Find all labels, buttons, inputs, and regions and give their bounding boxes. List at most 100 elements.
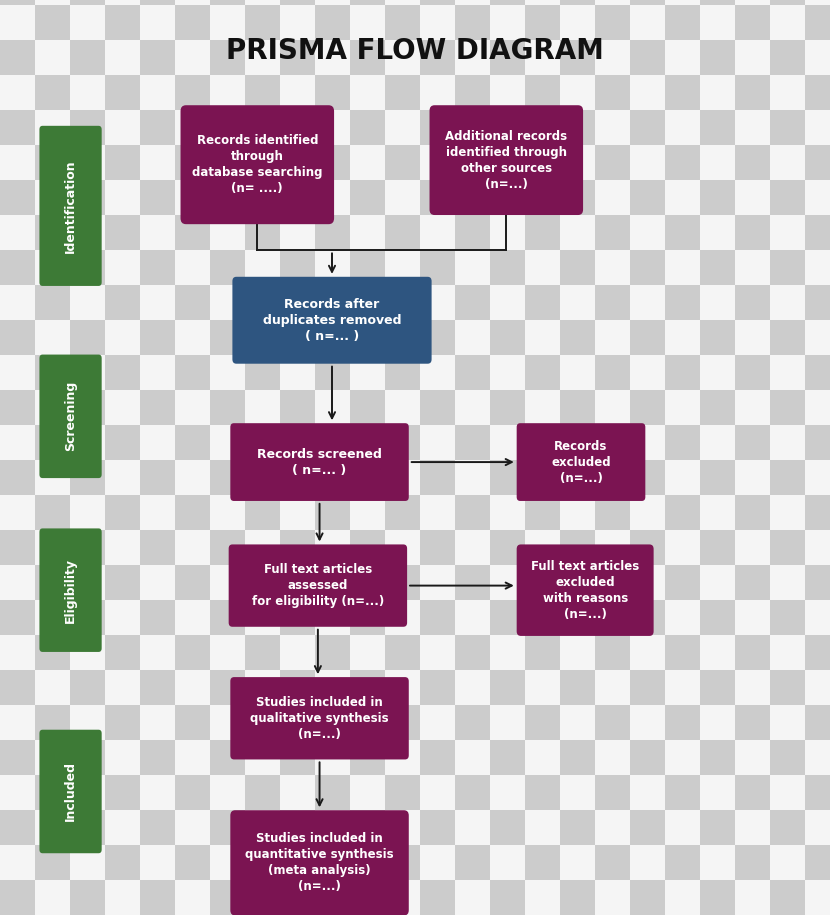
Bar — [770, 670, 805, 705]
Text: Identification: Identification — [64, 159, 77, 253]
Bar — [455, 880, 490, 915]
Bar — [420, 845, 455, 880]
Bar — [35, 670, 70, 705]
Bar — [105, 40, 140, 75]
Bar — [560, 355, 595, 390]
Bar — [525, 110, 560, 145]
Bar — [770, 40, 805, 75]
Bar — [770, 0, 805, 5]
Bar — [70, 250, 105, 285]
Bar — [770, 5, 805, 40]
Bar — [280, 5, 315, 40]
Bar — [420, 320, 455, 355]
Bar — [385, 425, 420, 460]
Bar — [525, 5, 560, 40]
Bar — [490, 285, 525, 320]
Bar — [70, 600, 105, 635]
Bar — [210, 460, 245, 495]
Bar — [385, 145, 420, 180]
Bar — [385, 635, 420, 670]
Bar — [245, 215, 280, 250]
Bar — [315, 530, 350, 565]
Bar — [630, 75, 665, 110]
Bar — [210, 530, 245, 565]
Bar — [595, 880, 630, 915]
Bar — [140, 600, 175, 635]
Bar — [105, 215, 140, 250]
Bar — [385, 250, 420, 285]
Bar — [630, 40, 665, 75]
Bar — [630, 600, 665, 635]
Bar — [770, 740, 805, 775]
Bar — [245, 75, 280, 110]
Bar — [245, 635, 280, 670]
Bar — [105, 740, 140, 775]
Bar — [525, 880, 560, 915]
Bar — [210, 740, 245, 775]
Bar — [35, 0, 70, 5]
Bar — [630, 880, 665, 915]
Bar — [700, 530, 735, 565]
Bar — [665, 635, 700, 670]
Bar — [735, 5, 770, 40]
Text: Records screened
( n=... ): Records screened ( n=... ) — [257, 447, 382, 477]
Bar — [385, 460, 420, 495]
Bar — [315, 390, 350, 425]
Bar — [560, 75, 595, 110]
Bar — [35, 40, 70, 75]
Bar — [70, 320, 105, 355]
Bar — [175, 355, 210, 390]
Bar — [665, 670, 700, 705]
Bar — [735, 635, 770, 670]
Bar — [525, 215, 560, 250]
Bar — [420, 740, 455, 775]
Bar — [595, 215, 630, 250]
Bar — [665, 285, 700, 320]
Bar — [630, 285, 665, 320]
Bar — [805, 845, 830, 880]
Bar — [595, 495, 630, 530]
Bar — [0, 110, 35, 145]
Bar — [0, 635, 35, 670]
Bar — [560, 460, 595, 495]
FancyBboxPatch shape — [40, 354, 102, 478]
Bar — [700, 0, 735, 5]
Bar — [665, 355, 700, 390]
Bar — [315, 40, 350, 75]
Bar — [420, 775, 455, 810]
Bar — [70, 775, 105, 810]
Bar — [525, 635, 560, 670]
Bar — [175, 250, 210, 285]
Bar — [0, 5, 35, 40]
Bar — [175, 600, 210, 635]
Bar — [35, 530, 70, 565]
Bar — [455, 75, 490, 110]
Bar — [525, 740, 560, 775]
Bar — [350, 215, 385, 250]
Bar — [140, 215, 175, 250]
Bar — [385, 110, 420, 145]
Bar — [595, 705, 630, 740]
Bar — [700, 390, 735, 425]
FancyBboxPatch shape — [516, 423, 646, 501]
Bar — [210, 670, 245, 705]
Bar — [210, 0, 245, 5]
Bar — [385, 75, 420, 110]
Bar — [0, 215, 35, 250]
Bar — [560, 530, 595, 565]
Text: Included: Included — [64, 761, 77, 822]
Bar — [175, 565, 210, 600]
Bar — [665, 0, 700, 5]
Bar — [700, 5, 735, 40]
Bar — [560, 425, 595, 460]
Bar — [455, 390, 490, 425]
Bar — [700, 495, 735, 530]
Bar — [105, 845, 140, 880]
Bar — [560, 670, 595, 705]
Bar — [280, 635, 315, 670]
Bar — [420, 635, 455, 670]
Bar — [35, 600, 70, 635]
Bar — [350, 110, 385, 145]
Bar — [700, 880, 735, 915]
Bar — [700, 775, 735, 810]
